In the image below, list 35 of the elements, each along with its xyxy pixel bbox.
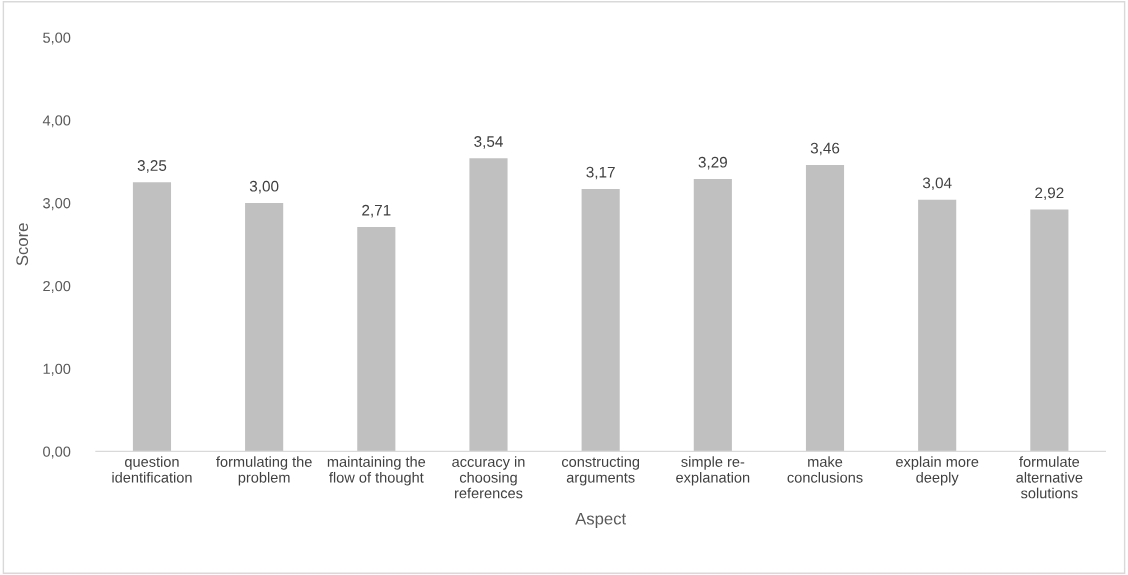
data-label: 3,17 <box>586 166 615 180</box>
bar <box>132 182 172 452</box>
data-label: 2,92 <box>1035 187 1064 201</box>
x-tick-label: formulating the problem <box>216 456 312 486</box>
y-tick-label: 1,00 <box>43 363 71 376</box>
bar <box>1030 209 1069 452</box>
y-tick-label: 3,00 <box>43 198 71 211</box>
bar <box>693 178 732 452</box>
bar <box>581 188 620 452</box>
x-tick-label: simple re- explanation <box>676 456 750 486</box>
bar <box>357 226 396 452</box>
x-axis-title: Aspect <box>575 512 627 528</box>
data-label: 3,46 <box>810 142 840 156</box>
data-label: 3,04 <box>922 177 952 191</box>
x-tick-label: accuracy in choosing references <box>452 456 525 499</box>
bar <box>918 199 957 452</box>
data-label: 3,00 <box>249 180 279 194</box>
bar <box>245 202 284 452</box>
x-tick-label: explain more deeply <box>896 456 979 486</box>
x-tick-label: constructing arguments <box>561 456 640 486</box>
data-label: 3,54 <box>474 136 503 149</box>
data-label: 2,71 <box>362 204 391 218</box>
x-tick-label: make conclusions <box>787 456 863 483</box>
y-axis-title: Score <box>16 223 29 266</box>
y-tick-label: 5,00 <box>43 32 71 45</box>
x-tick-label: formulate alternative solutions <box>1016 456 1083 499</box>
bar <box>469 158 508 452</box>
y-tick-label: 0,00 <box>43 446 71 459</box>
bar <box>805 164 845 452</box>
data-label: 3,29 <box>698 156 727 170</box>
x-tick-label: maintaining the flow of thought <box>327 456 426 486</box>
data-label: 3,25 <box>137 160 167 173</box>
x-tick-label: question identification <box>112 456 192 483</box>
y-tick-label: 2,00 <box>43 280 71 293</box>
y-tick-label: 4,00 <box>42 115 71 128</box>
